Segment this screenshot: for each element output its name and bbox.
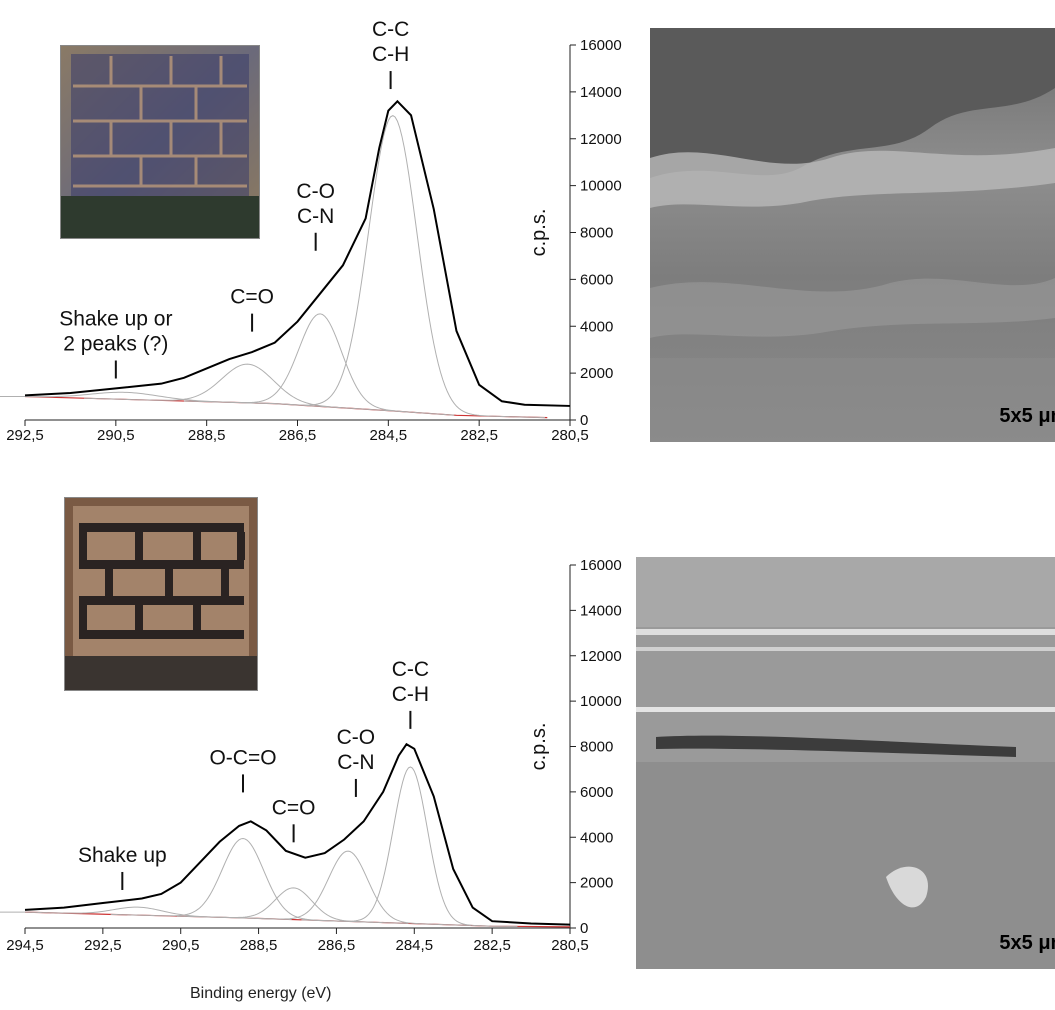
- y-tick-label: 6000: [580, 784, 613, 801]
- x-tick-label: 282,5: [460, 427, 498, 444]
- chart-bottom-group: 294,5 292,5 290,5 288,5 286,5 284,5 282,5 280,5…: [0, 557, 622, 954]
- annotation-label: C-O: [337, 726, 376, 749]
- x-tick-label: 282,5: [473, 937, 511, 954]
- x-axis-label: Binding energy (eV): [190, 985, 332, 1002]
- y-tick-label: 16000: [580, 557, 622, 574]
- annotation-label: C-H: [392, 683, 429, 706]
- y-tick-label: 10000: [580, 178, 622, 195]
- annotation-label: C-H: [372, 43, 409, 66]
- y-tick-label: 4000: [580, 318, 613, 335]
- annotation-label: C=O: [272, 796, 316, 819]
- x-tick-label: 284,5: [396, 937, 434, 954]
- component-peak-shake-up-or-2-peaks-: [0, 391, 341, 409]
- x-tick-label: 292,5: [6, 427, 44, 444]
- y-axis-label: c.p.s.: [528, 723, 550, 771]
- chart-top-group: 292,5 290,5 288,5 286,5 284,5 282,5 280,50 2000…: [0, 18, 622, 444]
- x-tick-label: 286,5: [318, 937, 356, 954]
- bottom-scale-label: 5x5 μm²: [999, 932, 1055, 954]
- y-tick-label: 0: [580, 920, 588, 937]
- baseline-line: [24, 395, 548, 419]
- envelope-line: [24, 742, 571, 926]
- x-tick-label: 284,5: [370, 427, 408, 444]
- bottom-sample-photo-graphic: [65, 498, 257, 690]
- annotation-label: C=O: [230, 286, 274, 309]
- component-peak-c-c-c-h: [238, 115, 546, 419]
- y-tick-label: 12000: [580, 648, 622, 665]
- envelope-line: [24, 99, 571, 407]
- x-tick-label: 292,5: [84, 937, 122, 954]
- annotation-label: C-C: [372, 18, 409, 41]
- component-peak-shake-up: [0, 906, 292, 921]
- component-peak-c-o: [84, 363, 409, 413]
- x-tick-label: 280,5: [551, 427, 589, 444]
- y-tick-label: 8000: [580, 739, 613, 756]
- top-sem-image: 5x5 μm²: [650, 28, 1055, 442]
- y-tick-label: 8000: [580, 225, 613, 242]
- y-tick-label: 14000: [580, 84, 622, 101]
- x-tick-label: 290,5: [97, 427, 135, 444]
- top-sem-graphic: [650, 28, 1055, 442]
- y-tick-label: 0: [580, 412, 588, 429]
- x-tick-label: 288,5: [240, 937, 278, 954]
- top-scale-label: 5x5 μm²: [999, 405, 1055, 427]
- annotation-label: C-C: [392, 658, 429, 681]
- annotation-label: C-N: [297, 205, 334, 228]
- bottom-sem-image: 5x5 μm²: [636, 557, 1055, 969]
- top-sample-photo: [60, 45, 260, 239]
- bottom-sem-graphic: [636, 557, 1055, 969]
- annotation-label: O-C=O: [209, 746, 276, 769]
- x-tick-label: 290,5: [162, 937, 200, 954]
- x-tick-label: 280,5: [551, 937, 589, 954]
- y-tick-label: 2000: [580, 365, 613, 382]
- component-peak-c-o-c-n: [183, 313, 455, 416]
- top-sample-photo-graphic: [61, 46, 259, 238]
- annotation-label: C-O: [296, 180, 335, 203]
- x-tick-label: 288,5: [188, 427, 226, 444]
- y-tick-label: 6000: [580, 271, 613, 288]
- y-tick-label: 12000: [580, 131, 622, 148]
- annotation-label: Shake up: [78, 844, 167, 867]
- y-tick-label: 14000: [580, 602, 622, 619]
- bottom-sample-photo: [64, 497, 258, 691]
- x-tick-label: 286,5: [279, 427, 317, 444]
- y-axis-label: c.p.s.: [528, 209, 550, 257]
- y-tick-label: 2000: [580, 875, 613, 892]
- y-tick-label: 4000: [580, 829, 613, 846]
- annotation-label: 2 peaks (?): [63, 333, 168, 356]
- y-tick-label: 16000: [580, 37, 622, 54]
- annotation-label: C-N: [337, 751, 374, 774]
- y-tick-label: 10000: [580, 693, 622, 710]
- x-tick-label: 294,5: [6, 937, 44, 954]
- annotation-label: Shake up or: [59, 308, 172, 331]
- component-peak-c-c-c-h: [301, 766, 518, 927]
